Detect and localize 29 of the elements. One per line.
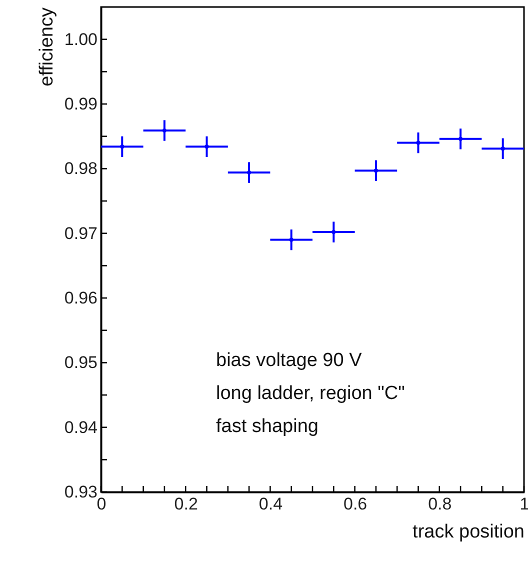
y-tick-label: 0.98 xyxy=(64,159,98,178)
point xyxy=(332,230,336,234)
x-tick-label: 0.6 xyxy=(343,494,368,514)
y-tick-label: 0.96 xyxy=(64,288,98,308)
y-tick-label: 0.97 xyxy=(64,224,98,243)
point xyxy=(120,144,124,149)
point xyxy=(162,128,167,133)
point xyxy=(374,168,378,173)
y-tick-label: 0.94 xyxy=(64,418,98,437)
point xyxy=(458,136,463,142)
annotation: fast shaping xyxy=(216,416,318,437)
point xyxy=(204,144,209,149)
annotation: bias voltage 90 V xyxy=(216,350,362,371)
point xyxy=(246,170,252,175)
x-tick-label: 0.4 xyxy=(258,494,283,514)
y-tick-label: 0.95 xyxy=(64,353,98,372)
y-tick-label: 0.93 xyxy=(64,482,98,502)
x-tick-label: 0.2 xyxy=(174,494,198,514)
y-tick-label: 1.00 xyxy=(64,30,98,49)
point xyxy=(416,140,420,145)
x-tick-label: 0 xyxy=(96,494,106,514)
point xyxy=(500,146,505,151)
annotation: long ladder, region "C" xyxy=(216,383,405,404)
x-axis-title: track position xyxy=(412,522,524,542)
point xyxy=(289,238,294,242)
x-tick-label: 0.8 xyxy=(428,494,452,514)
y-axis-title: efficiency xyxy=(36,7,58,86)
x-tick-label: 1 xyxy=(520,494,528,514)
y-tick-label: 0.99 xyxy=(64,94,98,114)
